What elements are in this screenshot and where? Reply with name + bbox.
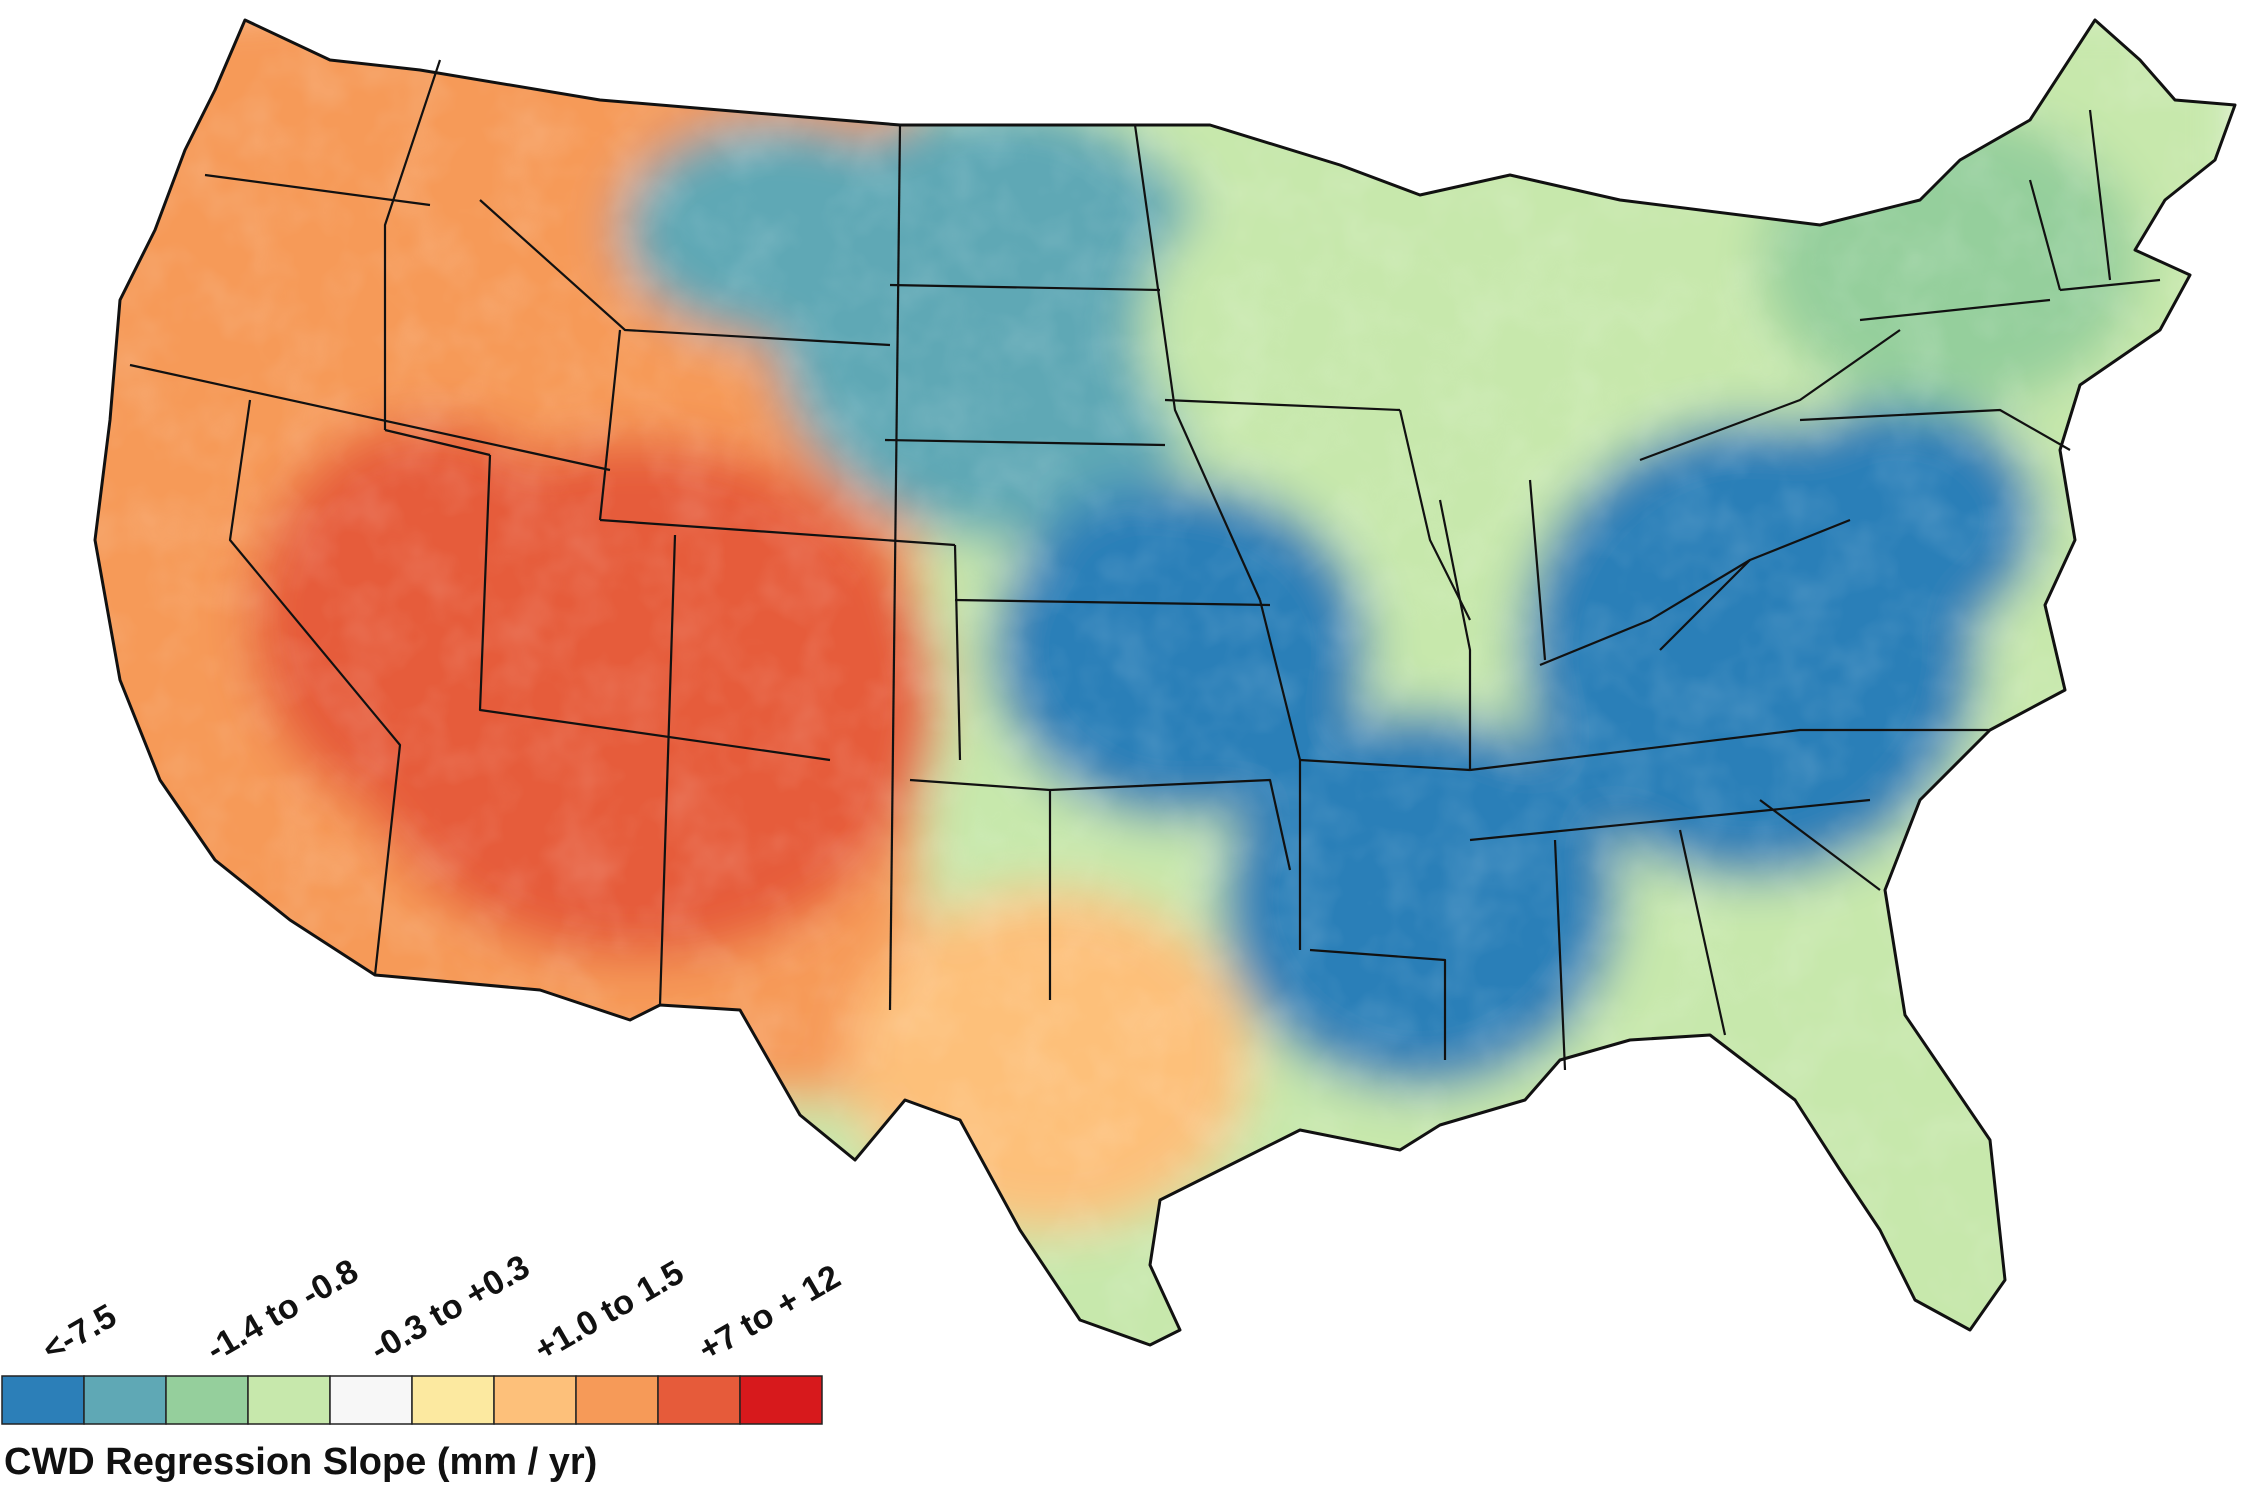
legend-swatch-7	[493, 1375, 577, 1425]
legend-labels: <-7.5 -1.4 to -0.8 -0.3 to +0.3+1.0 to 1.5…	[36, 1248, 847, 1369]
legend-label-3: -0.3 to +0.3	[364, 1248, 536, 1369]
legend-label-1: <-7.5	[36, 1297, 123, 1369]
legend-swatch-1	[1, 1375, 85, 1425]
legend-label-5: +7 to + 12	[692, 1258, 847, 1369]
legend-label-2: -1.4 to -0.8	[200, 1252, 365, 1369]
legend: <-7.5 -1.4 to -0.8 -0.3 to +0.3+1.0 to 1.5…	[1, 1248, 847, 1483]
legend-swatch-8	[575, 1375, 659, 1425]
us-outline	[93, 18, 2237, 1347]
legend-swatch-2	[83, 1375, 167, 1425]
legend-swatch-10	[739, 1375, 823, 1425]
legend-swatches	[1, 1375, 823, 1425]
legend-swatch-4	[247, 1375, 331, 1425]
legend-swatch-3	[165, 1375, 249, 1425]
legend-title: CWD Regression Slope (mm / yr)	[4, 1441, 597, 1483]
legend-swatch-6	[411, 1375, 495, 1425]
legend-label-4: +1.0 to 1.5	[528, 1253, 690, 1369]
legend-swatch-9	[657, 1375, 741, 1425]
legend-swatch-5	[329, 1375, 413, 1425]
state-boundaries	[129, 59, 2161, 1071]
